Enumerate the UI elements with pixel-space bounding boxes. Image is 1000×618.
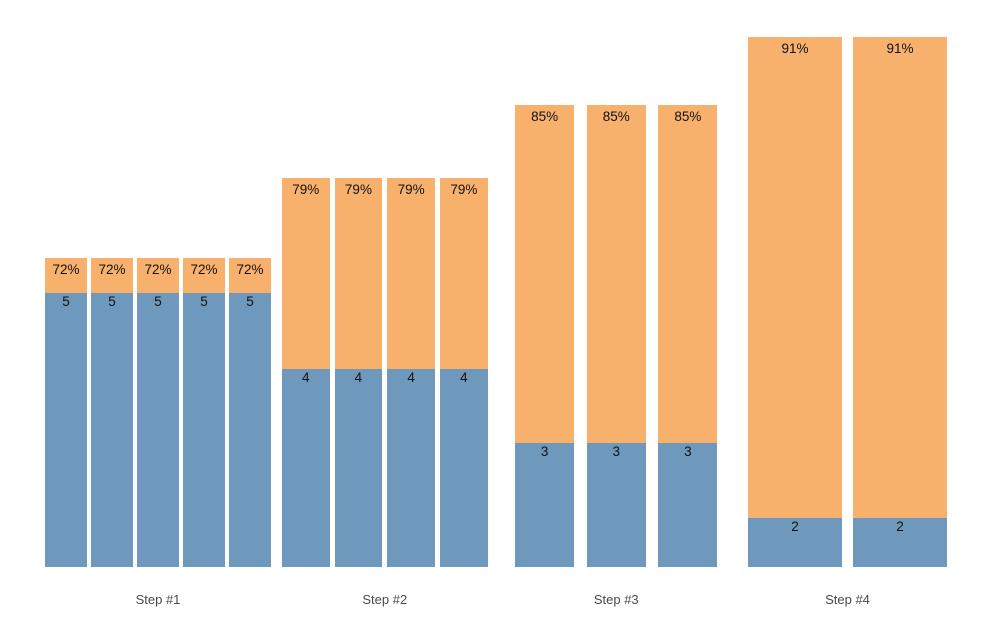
percent-label: 91% <box>781 41 809 56</box>
count-label: 5 <box>108 294 116 309</box>
bar-segment-top: 85% <box>658 105 718 443</box>
percent-label: 79% <box>450 182 478 197</box>
stacked-bar: 85% 3 <box>515 105 575 567</box>
bar-segment-top: 79% <box>334 178 383 369</box>
count-label: 5 <box>154 294 162 309</box>
bar-segment-top: 72% <box>45 258 87 293</box>
percent-label: 72% <box>190 262 218 277</box>
bar-segment-bottom: 4 <box>282 369 330 567</box>
count-label: 5 <box>200 294 208 309</box>
percent-label: 91% <box>886 41 914 56</box>
percent-label: 72% <box>52 262 80 277</box>
stacked-bar: 72% 5 <box>45 258 87 567</box>
bar-segment-bottom: 5 <box>183 293 225 567</box>
percent-label: 85% <box>602 109 630 124</box>
bar-segment-top: 72% <box>137 258 179 293</box>
stacked-bar: 91% 2 <box>853 37 947 567</box>
bar-segment-top: 85% <box>515 105 575 443</box>
percent-label: 72% <box>144 262 172 277</box>
bar-segment-bottom: 5 <box>229 293 271 567</box>
stacked-bar: 79% 4 <box>387 178 435 567</box>
bar-segment-bottom: 5 <box>137 293 179 567</box>
bar-segment-top: 91% <box>853 37 947 518</box>
bar-segment-bottom: 2 <box>748 518 842 567</box>
bar-segment-top: 72% <box>91 258 133 293</box>
percent-label: 79% <box>344 182 372 197</box>
stacked-bar: 85% 3 <box>658 105 718 567</box>
bar-segment-bottom: 3 <box>515 443 575 567</box>
count-label: 4 <box>460 370 468 385</box>
percent-label: 79% <box>397 182 425 197</box>
stacked-bar: 72% 5 <box>183 258 225 567</box>
category-axis-label: Step #4 <box>825 592 870 607</box>
bar-segment-top: 79% <box>387 178 435 369</box>
percent-label: 85% <box>531 109 559 124</box>
percent-label: 72% <box>98 262 126 277</box>
bar-segment-bottom: 5 <box>45 293 87 567</box>
count-label: 4 <box>354 370 363 385</box>
count-label: 5 <box>62 294 70 309</box>
bar-segment-top: 91% <box>748 37 842 518</box>
bar-segment-bottom: 4 <box>440 369 488 567</box>
bar-segment-bottom: 5 <box>91 293 133 567</box>
count-label: 3 <box>540 444 549 459</box>
stacked-bar: 79% 4 <box>282 178 330 567</box>
count-label: 5 <box>246 294 254 309</box>
category-axis-label: Step #3 <box>593 592 639 607</box>
stacked-bar: 72% 5 <box>91 258 133 567</box>
bar-segment-bottom: 2 <box>853 518 947 567</box>
count-label: 4 <box>407 370 415 385</box>
stacked-bar: 72% 5 <box>229 258 271 567</box>
bar-segment-top: 72% <box>183 258 225 293</box>
bar-segment-bottom: 3 <box>658 443 718 567</box>
bar-segment-top: 72% <box>229 258 271 293</box>
bar-segment-top: 79% <box>440 178 488 369</box>
stacked-bar: 85% 3 <box>586 105 646 567</box>
count-label: 2 <box>896 519 904 534</box>
bar-segment-top: 85% <box>586 105 646 443</box>
category-axis-label: Step #1 <box>135 592 181 607</box>
count-label: 3 <box>612 444 620 459</box>
category-axis-label: Step #2 <box>362 592 408 607</box>
stacked-bar: 72% 5 <box>137 258 179 567</box>
stacked-bar: 79% 4 <box>334 178 383 567</box>
count-label: 3 <box>684 444 692 459</box>
percent-label: 85% <box>674 109 702 124</box>
percent-label: 79% <box>292 182 320 197</box>
stacked-bar: 79% 4 <box>440 178 488 567</box>
count-label: 4 <box>301 370 310 385</box>
bar-segment-bottom: 4 <box>334 369 383 567</box>
stacked-bar: 91% 2 <box>748 37 842 567</box>
percent-label: 72% <box>236 262 264 277</box>
bar-segment-top: 79% <box>282 178 330 369</box>
count-label: 2 <box>791 519 799 534</box>
bar-segment-bottom: 3 <box>586 443 646 567</box>
bar-segment-bottom: 4 <box>387 369 435 567</box>
